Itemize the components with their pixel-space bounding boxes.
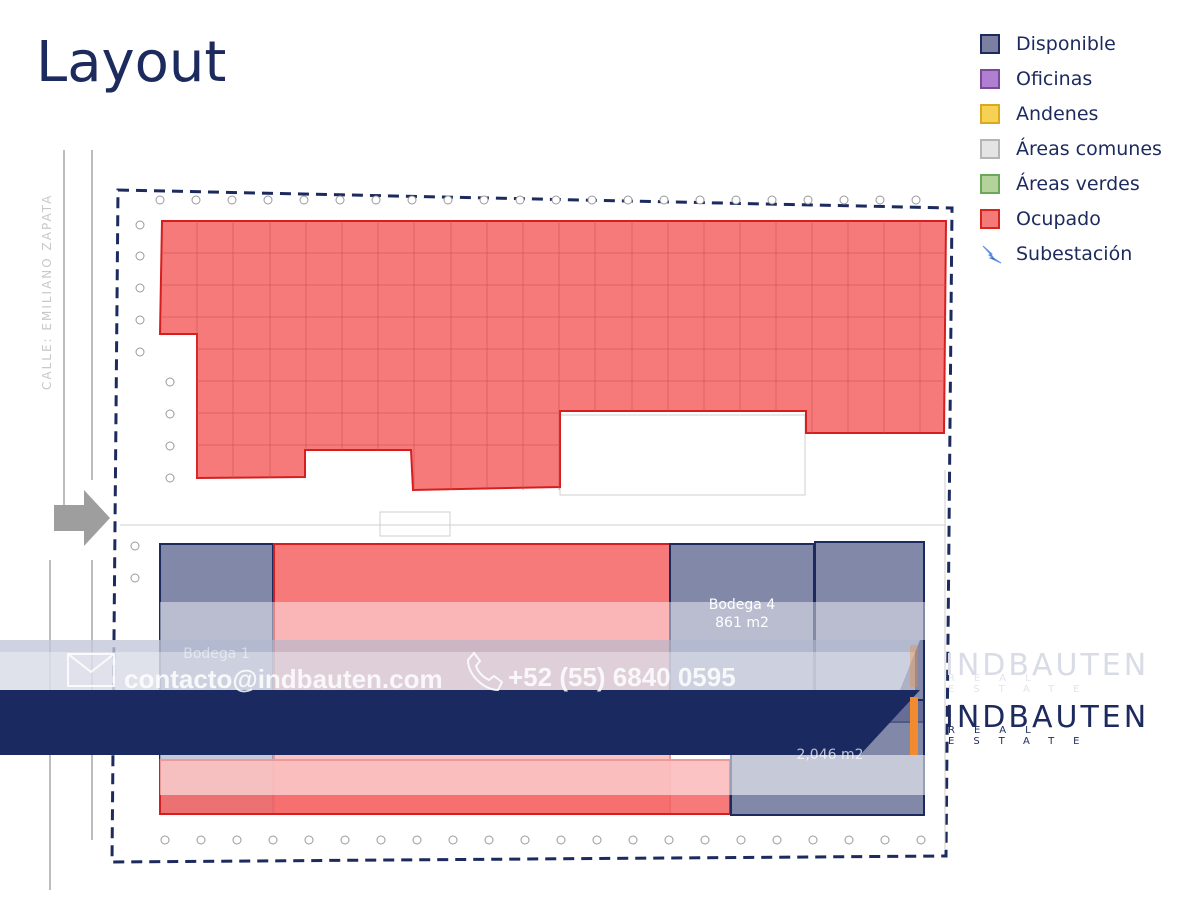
unit-name: Bodega 1: [183, 646, 250, 662]
legend-item-andenes: Andenes: [980, 96, 1162, 131]
contact-phone[interactable]: +52 (55) 6840 0595: [508, 662, 736, 692]
brand-logo-ghost: INDBAUTEN: [945, 648, 1150, 683]
overlay-band-mid: [0, 640, 920, 690]
lightning-bolt-icon: [982, 245, 1002, 263]
legend-swatch: [980, 173, 1000, 194]
legend-swatch: [980, 68, 1000, 89]
legend: Disponible Oficinas Andenes Áreas comune…: [980, 26, 1162, 271]
building-occupied-north: [158, 220, 948, 492]
legend-label: Andenes: [1016, 102, 1099, 125]
legend-item-areas-comunes: Áreas comunes: [980, 131, 1162, 166]
building-grid: [162, 221, 946, 490]
brand-logo: INDBAUTEN: [945, 700, 1150, 735]
unit-label-bodega-5: 2,046 m2: [760, 746, 900, 764]
legend-swatch: [980, 138, 1000, 159]
unit-label-bodega-1: Bodega 1: [160, 645, 273, 663]
legend-label: Áreas verdes: [1016, 172, 1140, 195]
legend-label: Oficinas: [1016, 67, 1093, 90]
legend-label: Disponible: [1016, 32, 1116, 55]
phone-icon: [466, 651, 504, 692]
legend-item-areas-verdes: Áreas verdes: [980, 166, 1162, 201]
legend-item-ocupado: Ocupado: [980, 201, 1162, 236]
legend-swatch: [980, 33, 1000, 54]
unit-name: Bodega 4: [708, 597, 776, 613]
legend-label: Áreas comunes: [1016, 137, 1162, 160]
brand-accent-bar: [910, 645, 918, 687]
legend-item-subestacion: Subestación: [980, 236, 1162, 271]
unit-area: 2,046 m2: [796, 747, 864, 763]
legend-label: Subestación: [1016, 242, 1133, 265]
legend-label: Ocupado: [1016, 207, 1101, 230]
unit-area: 861 m2: [715, 615, 769, 631]
overlay-band-bottom: [160, 755, 925, 795]
brand-tagline: REAL ESTATE: [948, 725, 1099, 747]
page-title: Layout: [36, 30, 227, 95]
brand-tagline-ghost: REAL ESTATE: [948, 673, 1099, 695]
envelope-icon: [67, 653, 115, 687]
column-markers: [130, 195, 926, 845]
overlay-band-white: [0, 652, 915, 690]
contact-band-navy: [0, 690, 920, 755]
legend-swatch: [980, 103, 1000, 124]
legend-item-disponible: Disponible: [980, 26, 1162, 61]
street-label: CALLE: EMILIANO ZAPATA: [40, 193, 54, 390]
entrance-arrow-icon: [54, 490, 110, 546]
brand-accent-bar: [910, 697, 918, 755]
legend-item-oficinas: Oficinas: [980, 61, 1162, 96]
contact-email[interactable]: contacto@indbauten.com: [124, 664, 443, 694]
unit-label-bodega-4: Bodega 4 861 m2: [670, 596, 814, 632]
legend-swatch: [980, 208, 1000, 229]
overlay-band-light: [160, 602, 925, 640]
site-boundary: [110, 188, 954, 864]
